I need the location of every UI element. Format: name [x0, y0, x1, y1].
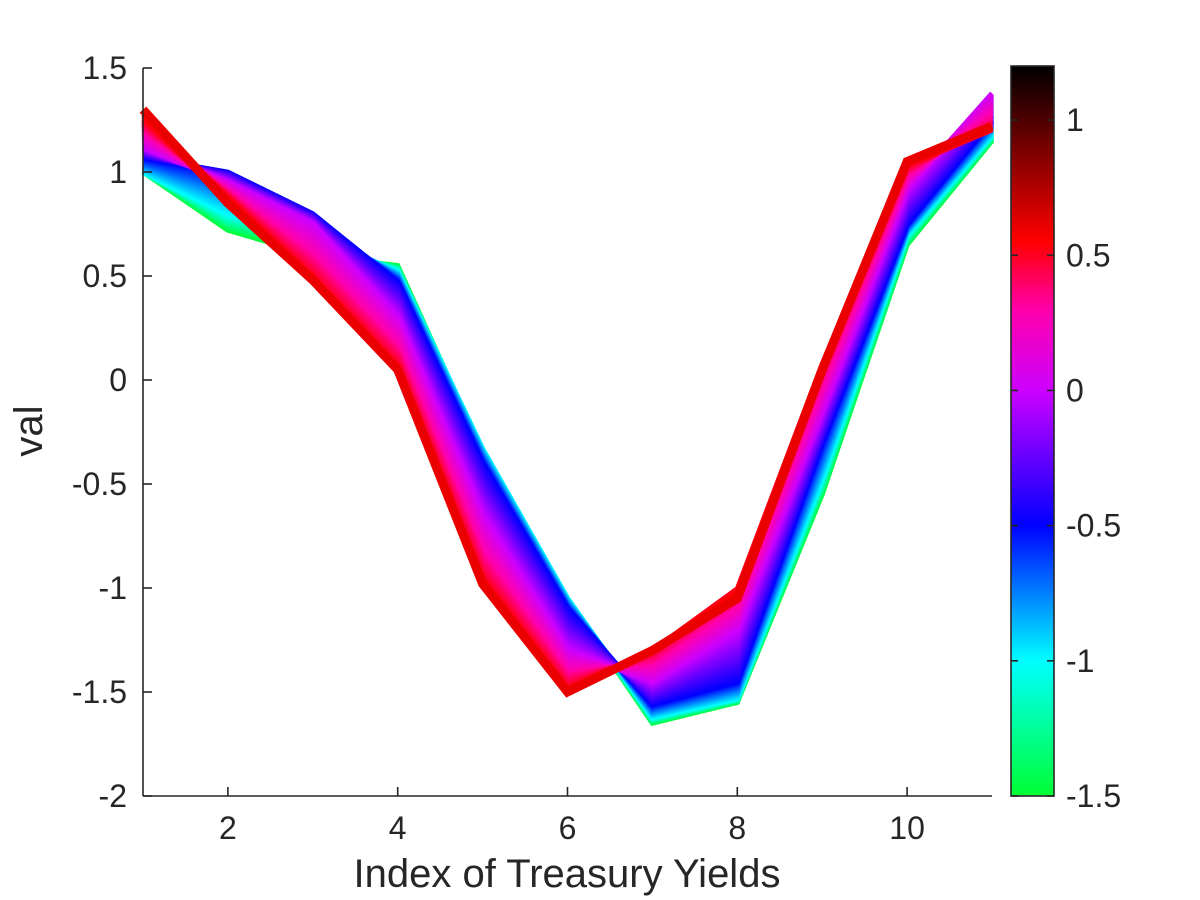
x-tick-label: 2 — [219, 810, 237, 846]
colorbar-gradient — [1010, 65, 1055, 797]
colorbar-tick-label: -1.5 — [1066, 778, 1121, 814]
y-tick-label: 0.5 — [83, 258, 127, 294]
series-line — [139, 106, 994, 698]
series-line — [141, 94, 994, 682]
colorbar-tick-label: -1 — [1066, 643, 1094, 679]
series-line — [141, 99, 994, 678]
series-line — [141, 101, 994, 676]
colorbar-tick-label: 1 — [1066, 102, 1084, 138]
colorbar-tick-label: 0.5 — [1066, 237, 1110, 273]
y-tick-label: -2 — [99, 778, 127, 814]
y-tick-label: 1 — [109, 154, 127, 190]
series-line — [141, 95, 994, 681]
y-tick-label: 1.5 — [83, 50, 127, 86]
y-tick-label: -0.5 — [72, 466, 127, 502]
axes-layer: 1.5 1 0.5 0 -0.5 -1 -1.5 -2 2 4 6 8 10 — [72, 50, 992, 846]
y-axis-title: val — [7, 405, 51, 456]
x-tick-label: 8 — [728, 810, 746, 846]
colorbar-tick-label: -0.5 — [1066, 508, 1121, 544]
x-tick-label: 4 — [389, 810, 407, 846]
x-axis-title: Index of Treasury Yields — [354, 852, 781, 896]
y-tick-label: -1 — [99, 570, 127, 606]
x-tick-label: 10 — [889, 810, 925, 846]
series-line — [142, 92, 994, 684]
y-tick-label: -1.5 — [72, 674, 127, 710]
series-line — [141, 97, 994, 679]
series-layer — [139, 91, 994, 727]
colorbar: 1 0.5 0 -0.5 -1 -1.5 — [1010, 65, 1121, 814]
x-tick-label: 6 — [559, 810, 577, 846]
colorbar-tick-label: 0 — [1066, 372, 1084, 408]
series-line — [141, 102, 994, 675]
y-tick-label: 0 — [109, 362, 127, 398]
